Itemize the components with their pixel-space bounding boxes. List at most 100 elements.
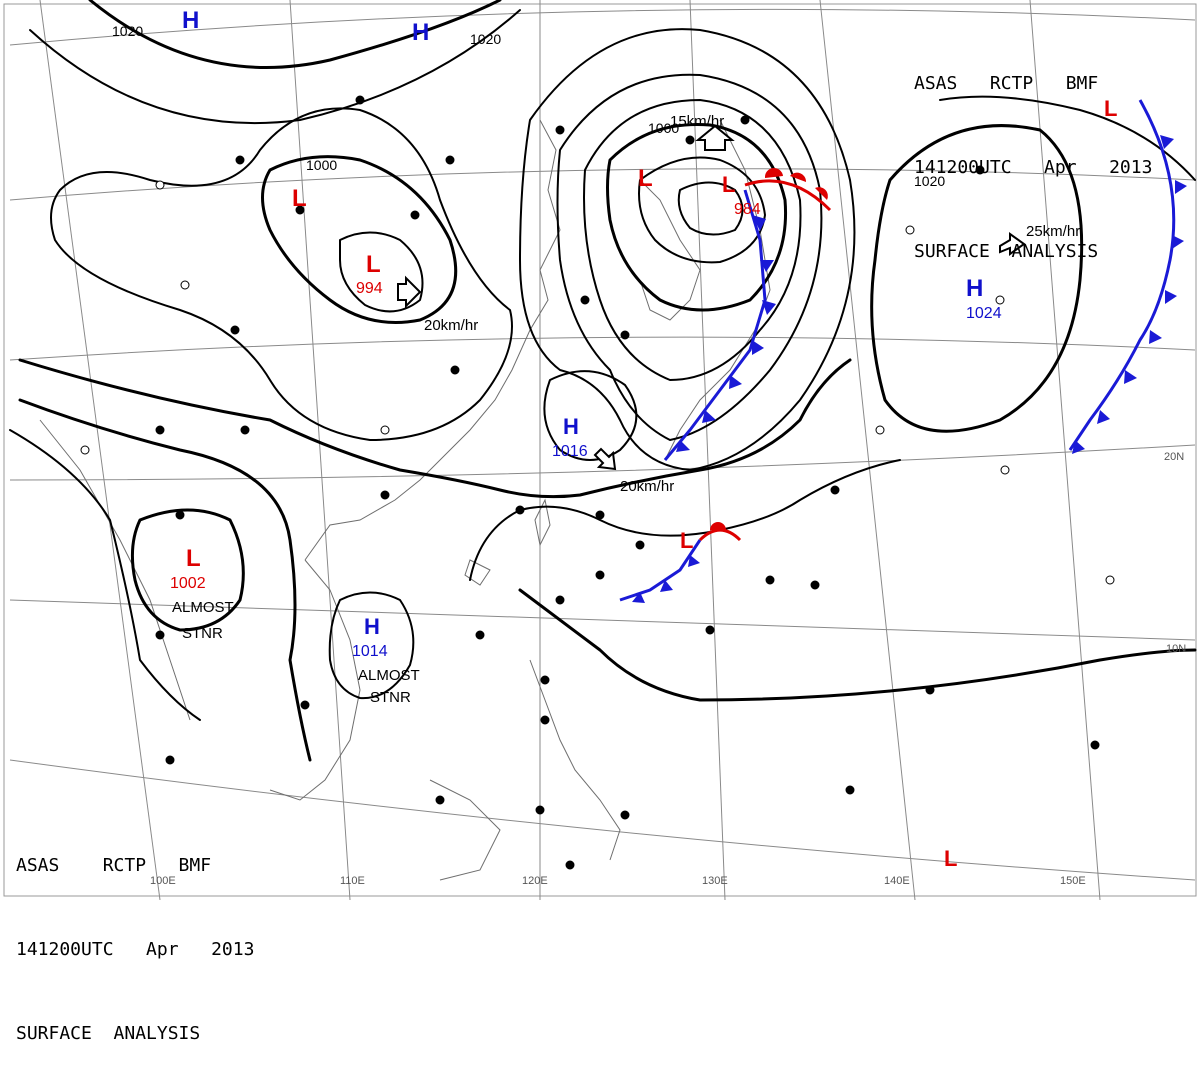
- station-47: [810, 580, 820, 590]
- station-38: [995, 295, 1005, 305]
- station-40: [975, 165, 985, 175]
- station-32: [1090, 740, 1100, 750]
- isobar-north-2: [29, 9, 521, 125]
- isobar-label-1020-b: 1020: [470, 31, 501, 47]
- station-16: [555, 125, 565, 135]
- lat-label-20n: 20N: [1164, 451, 1184, 463]
- cold-front-tri-7: [676, 440, 690, 452]
- coast-taiwan: [534, 498, 551, 547]
- isobar-label-1020-c: 1020: [914, 173, 945, 189]
- station-5: [295, 205, 305, 215]
- isobar-south-2: [518, 588, 1197, 702]
- center-value-h-1014: 1014: [352, 643, 388, 660]
- isobar-labels: 1020 1020 1000 1000 1020: [112, 23, 945, 189]
- coast-india: [39, 419, 191, 721]
- station-6: [410, 210, 420, 220]
- center-letter-l-994: L: [366, 251, 381, 278]
- isobar-1016-loop: [543, 370, 638, 461]
- center-value-l-984: 984: [734, 201, 761, 218]
- station-13: [380, 490, 390, 500]
- center-letter-h-1024: H: [966, 275, 983, 302]
- cold-front-japan-line: [663, 189, 767, 461]
- isobar-label-1000-a: 1000: [306, 157, 337, 173]
- cold-front-p-tri-3: [1172, 235, 1184, 249]
- station-17: [685, 135, 695, 145]
- lon-label-120e: 120E: [522, 875, 548, 887]
- center-letter-h-nw-1: H: [182, 7, 199, 34]
- station-14: [515, 505, 525, 515]
- isobar-label-1000-b: 1000: [648, 120, 679, 136]
- meridian-100e: [39, 0, 161, 900]
- station-15: [580, 295, 590, 305]
- station-20: [595, 510, 605, 520]
- meridian-150e: [1029, 0, 1101, 900]
- lat-label-10n: 10N: [1166, 643, 1186, 655]
- station-11: [155, 425, 165, 435]
- cold-front-okinawa: [619, 539, 702, 603]
- coast-china: [304, 119, 561, 561]
- station-26: [540, 715, 550, 725]
- station-33: [925, 685, 935, 695]
- station-30: [565, 860, 575, 870]
- station-27: [435, 795, 445, 805]
- note-stnr-2: STNR: [370, 689, 411, 706]
- isobar-1014: [328, 591, 415, 700]
- center-letter-l-1002: L: [186, 545, 201, 572]
- station-plots: [80, 95, 1115, 870]
- center-letter-h-1016: H: [563, 414, 579, 439]
- cold-front-tri-2: [760, 260, 774, 272]
- coastlines: [39, 119, 771, 881]
- coast-hainan: [464, 559, 491, 586]
- cold-front-pacific: [1068, 99, 1187, 454]
- isobar-1000-mongolia: [261, 155, 458, 324]
- isobars: [9, 0, 1197, 762]
- note-stnr-1: STNR: [182, 625, 223, 642]
- station-22: [595, 570, 605, 580]
- isobar-india: [18, 398, 312, 762]
- lon-label-130e: 130E: [702, 875, 728, 887]
- warm-front-o-semi-1: [710, 522, 726, 530]
- center-letter-l-mongolia: L: [292, 185, 307, 212]
- station-19: [620, 330, 630, 340]
- coast-indochina: [269, 559, 361, 801]
- cold-front-tri-6: [702, 410, 716, 423]
- cold-front-tri-4: [752, 340, 764, 355]
- isobar-1020-north: [88, 0, 502, 69]
- lon-label-140e: 140E: [884, 875, 910, 887]
- motion-label-994: 20km/hr: [424, 317, 478, 334]
- center-letter-l-okinawa: L: [680, 528, 693, 553]
- isobar-994: [339, 231, 424, 313]
- isobar-label-1020-a: 1020: [112, 23, 143, 39]
- isobar-pacific-outer: [939, 95, 1196, 181]
- motion-label-984: 15km/hr: [670, 113, 724, 130]
- isobar-japan-5: [638, 156, 766, 264]
- parallel-0: [9, 759, 1196, 881]
- cold-front-p-tri-2: [1175, 180, 1187, 194]
- pressure-centers: H H L L 994 L L 984 H 1024 L H 1016 L 10…: [170, 7, 1117, 871]
- lon-label-110e: 110E: [340, 875, 365, 887]
- cold-front-tri-3: [762, 300, 776, 315]
- parallel-30n: [9, 168, 1196, 201]
- station-43: [155, 630, 165, 640]
- station-28: [535, 805, 545, 815]
- station-42: [300, 700, 310, 710]
- cold-front-p-tri-5: [1149, 330, 1162, 344]
- station-41: [165, 755, 175, 765]
- center-value-h-1024: 1024: [966, 305, 1002, 322]
- motion-arrows: [397, 124, 1026, 471]
- motion-label-1024: 25km/hr: [1026, 223, 1080, 240]
- cold-front-p-tri-4: [1165, 290, 1177, 304]
- station-24: [475, 630, 485, 640]
- cold-front-japan: [663, 189, 776, 461]
- isobar-1002: [130, 508, 245, 632]
- station-37: [875, 425, 885, 435]
- parallel-40n: [9, 8, 1196, 46]
- notes: ALMOST STNR ALMOST STNR: [172, 599, 420, 706]
- isobar-japan-6: [677, 181, 744, 236]
- motion-arrow-1024: [999, 232, 1026, 256]
- motion-arrow-984: [695, 124, 735, 151]
- isobar-1020-japan-outer: [519, 28, 856, 471]
- cold-front-p-tri-6: [1124, 370, 1137, 384]
- weather-map: H H L L 994 L L 984 H 1024 L H 1016 L 10…: [3, 0, 1197, 900]
- meridian-110e: [289, 0, 351, 900]
